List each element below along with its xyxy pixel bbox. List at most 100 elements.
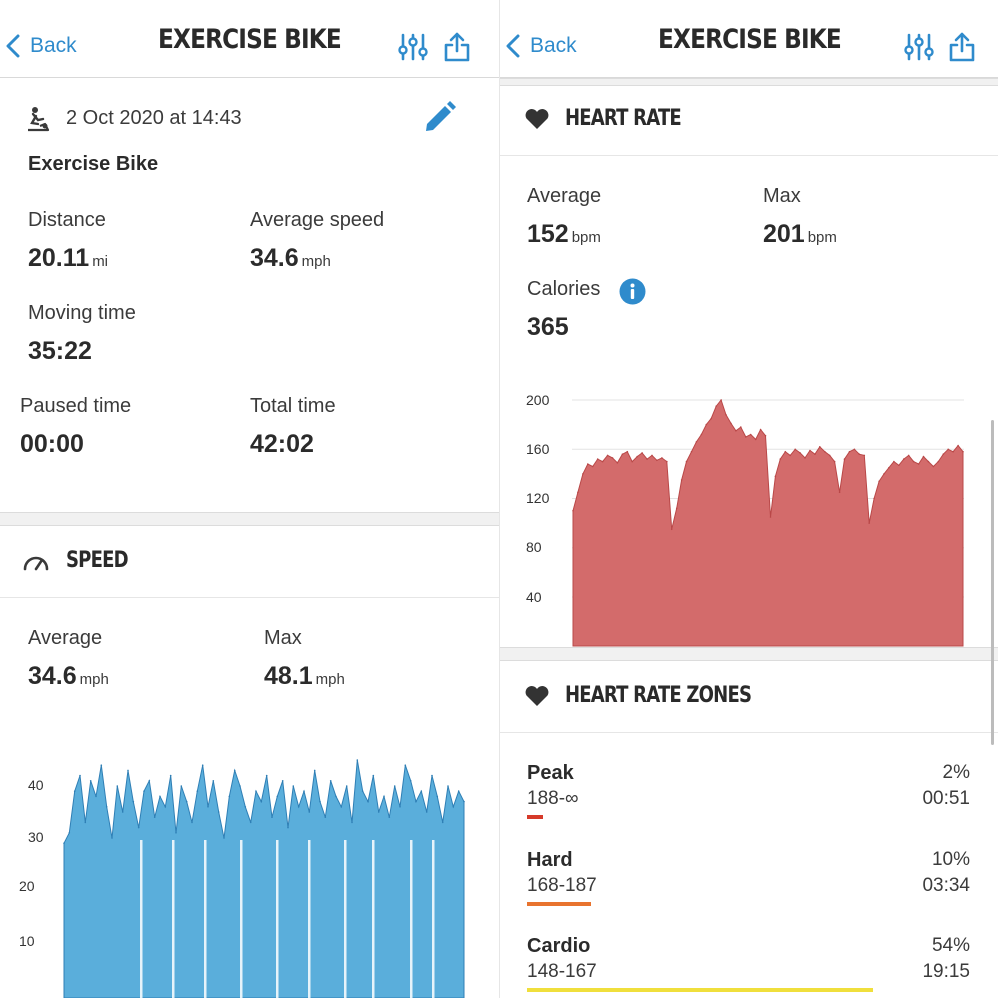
hr-point [784,450,787,453]
hr-point [843,458,846,460]
zone-time: 00:51 [922,788,970,809]
hr-point [853,448,856,451]
speed-point [447,785,449,787]
zones-section-title: HEART RATE ZONES [565,683,752,708]
hr-point [868,522,870,524]
nav-bar: Back EXERCISE BIKE [500,0,998,78]
distance-number: 20.11 [28,244,90,272]
sliders-icon[interactable] [904,32,934,62]
hr-point [947,448,949,451]
section-divider [500,78,998,86]
hr-point [616,462,619,464]
hr-point [927,460,930,463]
hr-point [577,491,579,494]
avg-speed-label: Average speed [250,209,385,231]
speed-gap [140,840,143,998]
speed-point [260,800,263,803]
nav-bar: Back EXERCISE BIKE [0,0,499,78]
speed-point [335,795,337,798]
hr-point [917,463,920,465]
speed-point [436,795,439,798]
speedometer-icon [23,556,49,571]
workout-datetime: 2 Oct 2020 at 14:43 [66,107,242,129]
hr-point [893,460,895,463]
back-button[interactable]: Back [506,30,577,62]
speed-point [308,811,311,813]
speed-y-tick: 30 [28,829,44,845]
speed-point [276,795,279,798]
speed-point [212,780,215,782]
heart-icon [525,686,549,706]
heart-icon [525,109,549,129]
hr-point [912,460,915,463]
speed-max-value: 48.1 mph [264,662,345,691]
speed-point [121,811,124,813]
hr-point [690,450,693,453]
sliders-icon[interactable] [398,32,428,62]
hr-point [720,399,722,401]
calories-label: Calories [527,278,601,300]
speed-gap [276,840,279,998]
speed-gap [172,840,175,998]
hr-point [572,510,574,512]
hr-point [799,452,801,454]
zone-time: 03:34 [922,875,970,896]
speed-point [153,816,156,818]
back-label: Back [530,34,577,57]
back-button[interactable]: Back [6,30,77,62]
zone-time: 19:15 [922,961,970,982]
info-icon[interactable] [619,278,646,305]
share-icon[interactable] [947,32,977,62]
paused-time-value: 00:00 [20,430,84,458]
speed-average-value: 34.6 mph [28,662,109,691]
speed-point [255,790,257,792]
hr-point [794,448,796,451]
distance-label: Distance [28,209,106,231]
zone-name: Cardio [527,935,591,957]
hr-point [651,454,653,457]
avg-speed-unit: mph [301,253,331,270]
hr-point [680,479,683,481]
speed-point [201,764,204,766]
hr-point [661,457,663,459]
speed-average-label: Average [28,627,103,649]
speed-point [372,774,375,777]
section-divider [500,647,998,661]
speed-max-label: Max [264,627,302,649]
speed-point [303,790,305,792]
hr-y-tick: 80 [526,539,542,555]
speed-point [457,790,460,792]
speed-point [73,790,76,792]
hr-point [735,430,737,432]
hr-average-unit: bpm [571,229,601,246]
hr-point [670,528,673,531]
hr-point [858,453,861,455]
hr-point [952,450,954,453]
hr-point [863,454,866,457]
hr-point [611,457,614,459]
speed-point [425,811,428,813]
zone-bar [527,988,873,992]
hr-point [922,455,925,458]
hr-point [759,428,762,431]
hr-point [636,455,638,458]
speed-y-tick: 10 [19,933,35,949]
chevron-left-icon [6,34,20,58]
speed-point [329,780,332,782]
hr-point [957,444,959,447]
speed-gap [372,840,375,998]
hr-point [937,460,940,463]
section-header-divider [0,597,499,598]
speed-point [463,800,465,803]
back-label: Back [30,34,77,57]
edit-pencil-icon[interactable] [421,100,457,132]
hr-point [631,460,633,463]
zone-name: Hard [527,849,573,871]
speed-gap [308,840,311,998]
hr-max-label: Max [763,185,801,207]
scrollbar[interactable] [991,420,994,745]
share-icon[interactable] [442,32,472,62]
hr-point [804,457,806,459]
hr-point [754,438,757,441]
zone-range: 188-∞ [527,788,579,809]
